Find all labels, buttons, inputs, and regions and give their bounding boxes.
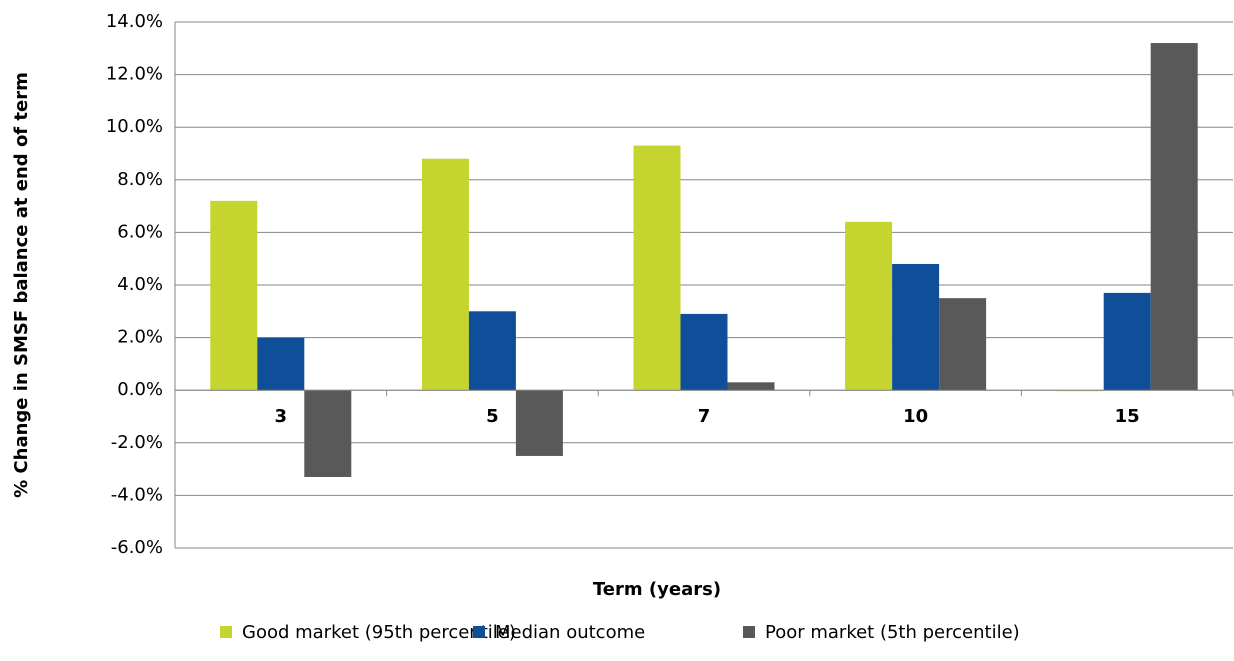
bar [1150, 43, 1198, 391]
bar [680, 313, 728, 391]
legend-label: Median outcome [495, 622, 645, 643]
bar [304, 390, 352, 477]
y-tick-label: -6.0% [111, 537, 163, 558]
bar [939, 298, 987, 391]
legend-label: Poor market (5th percentile) [765, 622, 1020, 643]
x-tick-label: 7 [698, 406, 711, 427]
y-tick-label: 6.0% [117, 221, 163, 242]
x-tick-label: 10 [903, 406, 928, 427]
y-tick-label: -4.0% [111, 484, 163, 505]
y-tick-label: -2.0% [111, 432, 163, 453]
bar [633, 145, 681, 391]
y-axis-label: % Change in SMSF balance at end of term [11, 72, 32, 498]
y-tick-label: 14.0% [106, 11, 163, 32]
y-tick-label: 12.0% [106, 64, 163, 85]
y-tick-label: 0.0% [117, 379, 163, 400]
legend-swatch [473, 626, 485, 638]
x-tick-label: 15 [1115, 406, 1140, 427]
bar [210, 200, 258, 391]
bar [845, 221, 893, 391]
y-tick-label: 10.0% [106, 116, 163, 137]
bar [257, 337, 305, 391]
y-tick-label: 4.0% [117, 274, 163, 295]
legend-swatch [220, 626, 232, 638]
bar [515, 390, 563, 456]
x-axis-label: Term (years) [593, 579, 721, 600]
bar [1103, 292, 1151, 391]
legend-label: Good market (95th percentile) [242, 622, 516, 643]
bar [421, 158, 469, 391]
legend-swatch [743, 626, 755, 638]
bar [468, 311, 516, 391]
bar [892, 263, 940, 391]
x-tick-label: 5 [486, 406, 499, 427]
y-tick-label: 8.0% [117, 169, 163, 190]
y-tick-label: 2.0% [117, 327, 163, 348]
bar [727, 382, 775, 391]
x-tick-label: 3 [275, 406, 288, 427]
